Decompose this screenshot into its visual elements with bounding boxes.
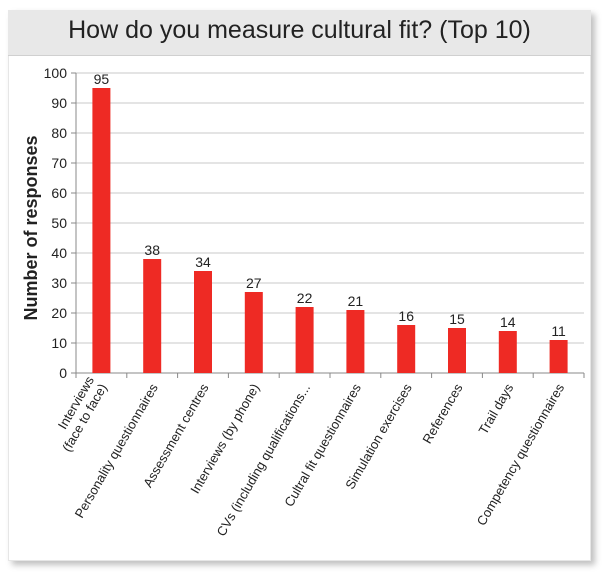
bar [92,88,111,373]
x-tick-label-text: CVs (including qualifications... [213,381,313,539]
bar [498,331,517,373]
chart-title: How do you measure cultural fit? (Top 10… [68,16,531,44]
data-label: 15 [449,311,465,327]
data-label: 38 [144,242,160,258]
bar [448,328,466,373]
x-tick-label-line: References [419,381,465,447]
y-axis-ticks: 0 10 20 30 40 50 60 70 80 90 100 [44,65,77,381]
x-tick-label: Trail days [475,381,516,437]
x-tick-label-text: Competency questionnaires [474,381,568,528]
y-axis-label: Number of responses [21,135,41,320]
bar [549,340,568,373]
x-tick-label-text: Trail days [475,381,516,437]
x-tick-label: Competency questionnaires [474,381,568,528]
y-tick-label: 10 [51,335,67,351]
data-label: 95 [94,71,110,87]
bar [295,307,314,373]
x-tick-label-line: CVs (including qualifications... [213,381,313,539]
data-label: 27 [246,275,262,291]
y-tick-label: 70 [51,155,67,171]
data-labels: 95 38 34 27 22 21 16 15 14 11 [94,71,566,339]
bar [244,292,263,373]
bar [346,310,365,373]
x-tick-label: CVs (including qualifications... [213,381,313,539]
data-label: 11 [551,323,566,339]
data-label: 34 [195,254,211,270]
y-tick-label: 40 [51,245,67,261]
bar [194,271,212,373]
y-tick-label: 90 [51,95,67,111]
y-tick-label: 80 [51,125,67,141]
x-tick-label: Interviews(face to face) [46,373,110,454]
x-tick-label-text: Interviews(face to face) [46,373,110,454]
y-tick-label: 100 [44,65,68,81]
y-tick-label: 60 [51,185,67,201]
x-tick-label-text: References [419,381,465,447]
data-label: 16 [398,308,414,324]
y-tick-label: 0 [59,365,67,381]
data-label: 21 [348,293,364,309]
y-tick-label: 30 [51,275,67,291]
bars [92,88,568,373]
bar [143,259,162,373]
x-tick-label-line: Trail days [475,381,516,437]
data-label: 14 [500,314,516,330]
y-tick-label: 50 [51,215,67,231]
y-tick-label: 20 [51,305,67,321]
x-tick-label: References [419,381,465,447]
data-label: 22 [297,290,313,306]
x-tick-label-line: Competency questionnaires [474,381,568,528]
bar [397,325,416,373]
x-axis-ticks: Interviews(face to face)Personality ques… [46,373,585,539]
chart-title-bar [8,10,591,56]
